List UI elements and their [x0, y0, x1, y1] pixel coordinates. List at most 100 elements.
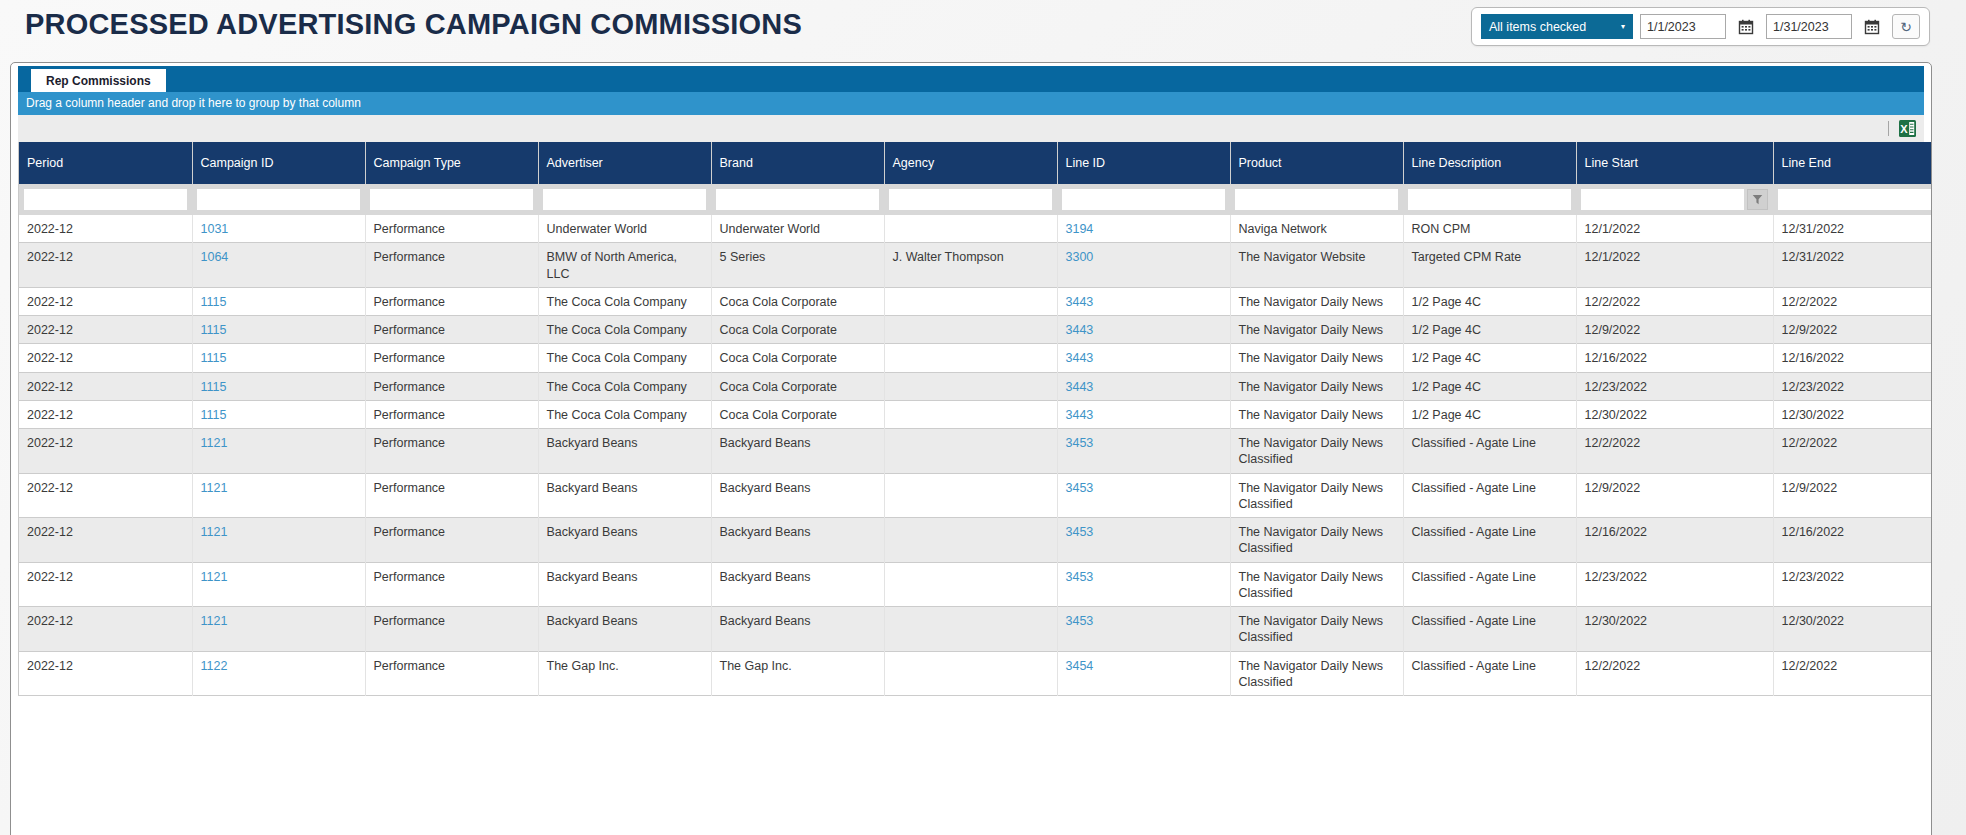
line-id-link[interactable]: 3453	[1066, 525, 1094, 539]
filter-input-brand[interactable]	[716, 189, 879, 210]
cell-line-start: 12/30/2022	[1576, 400, 1773, 428]
cell-advertiser: Backyard Beans	[538, 473, 711, 518]
cell-campaign-type: Performance	[365, 473, 538, 518]
cell-agency	[884, 651, 1057, 696]
filter-input-advertiser[interactable]	[543, 189, 706, 210]
cell-line-start: 12/1/2022	[1576, 215, 1773, 243]
cell-agency: J. Walter Thompson	[884, 243, 1057, 288]
cell-line-end: 12/9/2022	[1773, 473, 1932, 518]
filter-input-line-id[interactable]	[1062, 189, 1225, 210]
cell-line-id: 3453	[1057, 607, 1230, 652]
cell-product: The Navigator Daily News	[1230, 372, 1403, 400]
column-header-advertiser[interactable]: Advertiser	[538, 142, 711, 184]
cell-line-end: 12/30/2022	[1773, 607, 1932, 652]
cell-campaign-id: 1115	[192, 316, 365, 344]
cell-brand: Backyard Beans	[711, 562, 884, 607]
line-id-link[interactable]: 3443	[1066, 323, 1094, 337]
commissions-grid: PeriodCampaign IDCampaign TypeAdvertiser…	[18, 142, 1924, 696]
refresh-button[interactable]: ↻	[1892, 14, 1920, 39]
cell-period: 2022-12	[19, 651, 193, 696]
cell-line-description: Classified - Agate Line	[1403, 429, 1576, 474]
line-id-link[interactable]: 3453	[1066, 436, 1094, 450]
cell-line-description: 1/2 Page 4C	[1403, 344, 1576, 372]
line-id-link[interactable]: 3300	[1066, 250, 1094, 264]
line-id-link[interactable]: 3453	[1066, 570, 1094, 584]
column-header-line-id[interactable]: Line ID	[1057, 142, 1230, 184]
campaign-id-link[interactable]: 1121	[201, 614, 228, 628]
table-row: 2022-121121PerformanceBackyard BeansBack…	[19, 562, 1933, 607]
campaign-id-link[interactable]: 1121	[201, 481, 228, 495]
items-checked-dropdown[interactable]: All items checked ▾	[1481, 14, 1633, 39]
campaign-id-link[interactable]: 1115	[201, 408, 227, 422]
line-id-link[interactable]: 3443	[1066, 351, 1094, 365]
cell-period: 2022-12	[19, 400, 193, 428]
column-header-campaign-type[interactable]: Campaign Type	[365, 142, 538, 184]
cell-line-end: 12/2/2022	[1773, 651, 1932, 696]
cell-campaign-type: Performance	[365, 607, 538, 652]
cell-line-start: 12/2/2022	[1576, 429, 1773, 474]
campaign-id-link[interactable]: 1115	[201, 295, 227, 309]
cell-brand: Coca Cola Corporate	[711, 400, 884, 428]
line-id-link[interactable]: 3454	[1066, 659, 1094, 673]
cell-product: The Navigator Daily News	[1230, 316, 1403, 344]
column-header-line-end[interactable]: Line End	[1773, 142, 1932, 184]
cell-line-id: 3453	[1057, 562, 1230, 607]
column-header-brand[interactable]: Brand	[711, 142, 884, 184]
campaign-id-link[interactable]: 1115	[201, 351, 227, 365]
line-id-link[interactable]: 3443	[1066, 408, 1094, 422]
cell-campaign-type: Performance	[365, 400, 538, 428]
filter-input-line-description[interactable]	[1408, 189, 1571, 210]
campaign-id-link[interactable]: 1115	[201, 323, 227, 337]
line-id-link[interactable]: 3453	[1066, 481, 1094, 495]
campaign-id-link[interactable]: 1122	[201, 659, 228, 673]
start-date-input[interactable]	[1640, 14, 1726, 39]
end-date-input[interactable]	[1766, 14, 1852, 39]
cell-campaign-id: 1031	[192, 215, 365, 243]
campaign-id-link[interactable]: 1121	[201, 525, 228, 539]
campaign-id-link[interactable]: 1121	[201, 436, 228, 450]
cell-brand: Backyard Beans	[711, 473, 884, 518]
line-id-link[interactable]: 3443	[1066, 380, 1094, 394]
filter-input-line-end[interactable]	[1778, 189, 1932, 210]
cell-line-description: RON CPM	[1403, 215, 1576, 243]
line-id-link[interactable]: 3194	[1066, 222, 1094, 236]
cell-product: The Navigator Daily News Classified	[1230, 518, 1403, 563]
filter-input-campaign-type[interactable]	[370, 189, 533, 210]
cell-campaign-id: 1115	[192, 344, 365, 372]
cell-brand: Underwater World	[711, 215, 884, 243]
group-by-drop-zone[interactable]: Drag a column header and drop it here to…	[18, 92, 1924, 115]
column-header-campaign-id[interactable]: Campaign ID	[192, 142, 365, 184]
campaign-id-link[interactable]: 1115	[201, 380, 227, 394]
cell-agency	[884, 400, 1057, 428]
filter-input-line-start[interactable]	[1581, 189, 1744, 210]
column-header-line-description[interactable]: Line Description	[1403, 142, 1576, 184]
cell-campaign-id: 1115	[192, 287, 365, 315]
cell-period: 2022-12	[19, 607, 193, 652]
cell-campaign-id: 1122	[192, 651, 365, 696]
campaign-id-link[interactable]: 1121	[201, 570, 228, 584]
column-header-period[interactable]: Period	[19, 142, 193, 184]
column-header-line-start[interactable]: Line Start	[1576, 142, 1773, 184]
cell-line-end: 12/2/2022	[1773, 287, 1932, 315]
cell-line-description: Classified - Agate Line	[1403, 607, 1576, 652]
campaign-id-link[interactable]: 1031	[201, 222, 229, 236]
line-id-link[interactable]: 3453	[1066, 614, 1094, 628]
filter-input-campaign-id[interactable]	[197, 189, 360, 210]
tab-rep-commissions[interactable]: Rep Commissions	[31, 69, 166, 92]
filter-input-agency[interactable]	[889, 189, 1052, 210]
cell-campaign-type: Performance	[365, 562, 538, 607]
column-header-agency[interactable]: Agency	[884, 142, 1057, 184]
campaign-id-link[interactable]: 1064	[201, 250, 229, 264]
cell-line-start: 12/9/2022	[1576, 316, 1773, 344]
line-id-link[interactable]: 3443	[1066, 295, 1094, 309]
filter-funnel-line-start[interactable]	[1747, 189, 1768, 210]
cell-campaign-id: 1115	[192, 400, 365, 428]
tab-strip: Rep Commissions	[18, 66, 1924, 92]
items-checked-dropdown-value: All items checked	[1489, 20, 1586, 34]
column-header-product[interactable]: Product	[1230, 142, 1403, 184]
end-date-calendar-icon[interactable]	[1859, 14, 1885, 39]
filter-input-product[interactable]	[1235, 189, 1398, 210]
excel-export-icon[interactable]: X	[1899, 120, 1916, 137]
filter-input-period[interactable]	[24, 189, 187, 210]
start-date-calendar-icon[interactable]	[1733, 14, 1759, 39]
